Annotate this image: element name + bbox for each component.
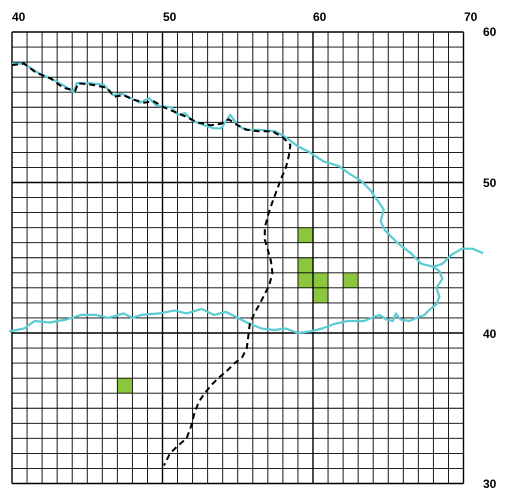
- coastline-south: [8, 307, 388, 335]
- coastlines: [8, 62, 484, 335]
- occurrence-cell: [297, 272, 313, 288]
- occurrence-cell: [343, 272, 359, 288]
- longitude-label: 50: [163, 10, 177, 24]
- longitude-label: 60: [313, 10, 327, 24]
- occurrence-cell: [117, 378, 133, 394]
- latitude-label: 40: [483, 327, 497, 341]
- latitude-label: 50: [483, 176, 497, 190]
- coastline-north: [12, 62, 484, 268]
- occurrence-cell: [313, 272, 329, 288]
- occurrence-cell: [297, 257, 313, 273]
- latitude-label: 60: [483, 25, 497, 39]
- occurrence-cell: [297, 227, 313, 243]
- occurrence-cells: [117, 227, 359, 394]
- longitude-labels: 40 50 60 70: [12, 10, 478, 24]
- latitude-labels: 60 50 40 30: [483, 25, 497, 490]
- grid-lines: [11, 31, 465, 485]
- country-borders: [11, 62, 292, 466]
- longitude-label: 70: [464, 10, 478, 24]
- border-line: [11, 62, 292, 466]
- coastline-east-loop: [378, 265, 444, 323]
- longitude-label: 40: [12, 10, 26, 24]
- occurrence-cell: [313, 287, 329, 303]
- latitude-label: 30: [483, 477, 497, 490]
